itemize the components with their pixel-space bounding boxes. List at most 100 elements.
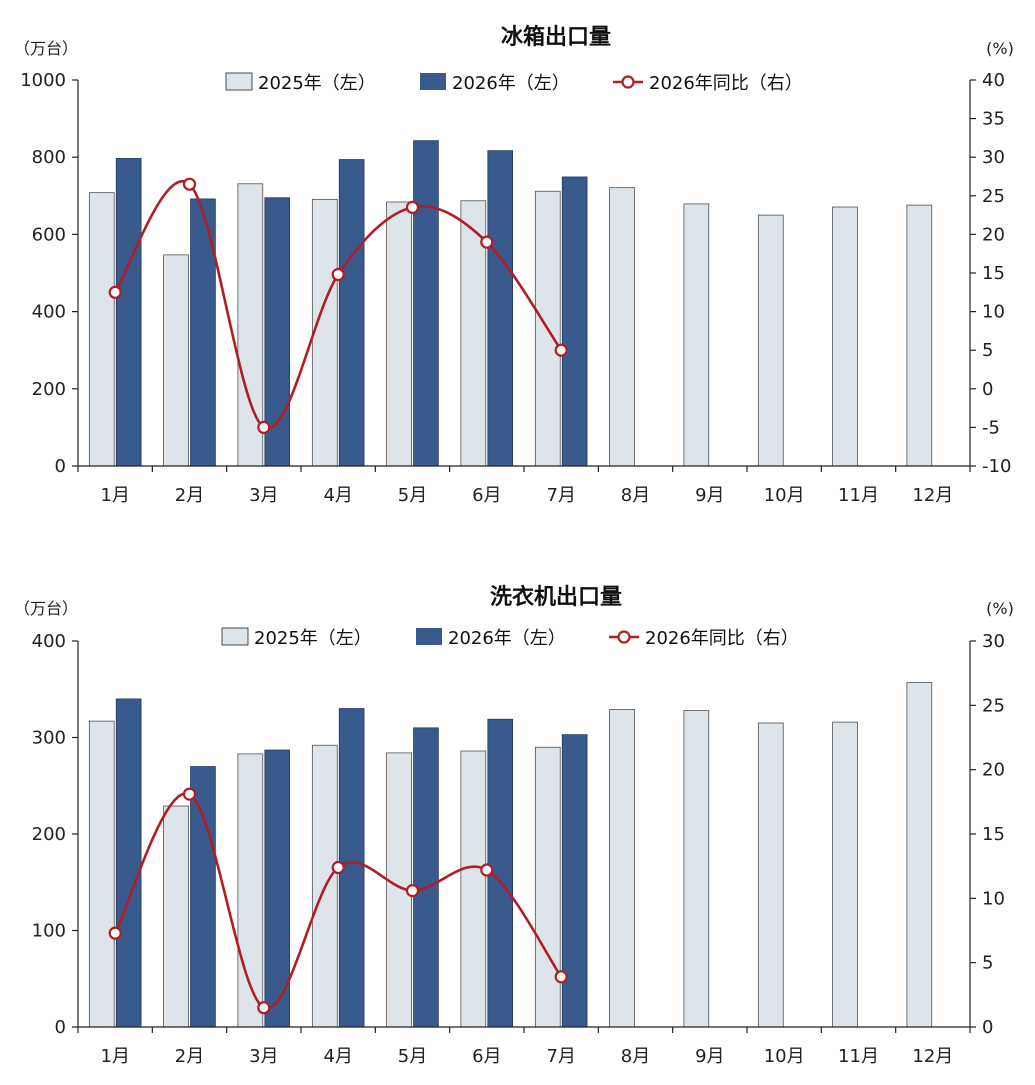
x-tick-label: 8月 [621,1046,650,1067]
bar-2026-7 [561,176,588,467]
left-tick-label: 800 [32,147,66,168]
legend-label: 2026年（左） [448,628,566,649]
right-axis-unit: (%) [986,599,1014,618]
yoy-point-2 [182,787,197,801]
x-tick-label: 7月 [546,485,575,506]
bar-2026-7 [561,734,588,1028]
bar-2025-10 [757,214,784,467]
legend-label: 2026年同比（右） [649,73,803,94]
right-tick-label: 20 [982,224,1005,245]
right-tick-label: 30 [982,147,1005,168]
left-tick-label: 200 [32,379,66,400]
right-tick-label: 30 [982,631,1005,652]
legend-swatch [420,73,446,90]
bar-2026-6 [487,150,514,467]
right-tick-label: 25 [982,186,1005,207]
x-tick-label: 11月 [838,485,879,506]
x-tick-label: 10月 [764,1046,805,1067]
left-axis-unit: （万台） [14,39,78,58]
right-tick-label: 0 [982,1017,993,1038]
yoy-point-7 [554,343,568,357]
legend-label: 2025年（左） [258,73,376,94]
bar-2026-5 [413,727,439,1028]
x-tick-label: 11月 [838,1046,879,1067]
right-tick-label: 35 [982,109,1005,130]
legend-label: 2025年（左） [254,628,372,649]
legend-swatch [221,627,249,646]
bar-2025-12 [906,682,933,1028]
x-tick-label: 4月 [323,485,352,506]
chart-2: 洗衣机出口量 （万台） (%) 2025年（左） 2026年（左） 2026年同比（右） 0… [14,584,1014,1067]
right-tick-label: 20 [982,760,1005,781]
left-tick-label: 100 [32,921,66,942]
x-tick-label: 9月 [695,1046,724,1067]
left-tick-label: 400 [32,631,66,652]
bar-2025-10 [757,722,784,1028]
legend-swatch [225,72,253,91]
right-tick-label: -10 [982,456,1011,477]
right-axis-unit: (%) [986,39,1014,58]
bar-2026-3 [264,749,291,1028]
left-tick-label: 0 [55,456,66,477]
bar-2025-4 [311,198,338,467]
bar-2025-8 [609,709,635,1028]
x-tick-label: 9月 [695,485,724,506]
bar-2025-1 [88,720,115,1028]
bar-2025-12 [906,204,933,467]
yoy-point-3 [257,1001,271,1015]
bar-2026-4 [338,159,365,467]
bar-2026-1 [115,158,142,467]
x-tick-label: 6月 [472,1046,501,1067]
bar-2025-7 [534,746,561,1028]
yoy-point-7 [554,970,568,984]
x-tick-label: 12月 [912,1046,953,1067]
right-tick-label: 15 [982,263,1005,284]
right-tick-label: -5 [982,417,1000,438]
left-tick-label: 300 [32,728,66,749]
yoy-point-2 [182,177,197,191]
yoy-point-5 [405,200,420,214]
x-tick-label: 5月 [398,485,427,506]
x-tick-label: 1月 [100,485,129,506]
yoy-point-6 [480,235,494,249]
bar-2025-3 [237,753,264,1028]
chart-1: 冰箱出口量 （万台） (%) 2025年（左） 2026年（左） 2026年同比（右） 0 2… [14,24,1014,506]
bar-2025-1 [88,192,115,467]
x-tick-label: 8月 [621,485,650,506]
x-tick-label: 2月 [175,485,204,506]
yoy-point-3 [257,420,271,434]
bar-2025-8 [609,187,635,467]
bar-2025-11 [832,721,858,1028]
right-tick-label: 5 [982,340,993,361]
x-tick-label: 10月 [764,485,805,506]
left-axis-unit: （万台） [14,599,78,618]
bar-2025-2 [163,805,189,1028]
x-tick-label: 7月 [546,1046,575,1067]
x-tick-label: 6月 [472,485,501,506]
chart-title: 冰箱出口量 [501,24,611,50]
bar-2026-1 [115,698,142,1028]
right-tick-label: 10 [982,888,1005,909]
right-tick-label: 25 [982,695,1005,716]
bar-2025-6 [460,750,487,1028]
yoy-point-6 [480,863,494,877]
right-tick-label: 10 [982,302,1005,323]
right-tick-label: 15 [982,824,1005,845]
legend-marker [617,630,631,644]
legend-label: 2026年（左） [452,73,570,94]
legend-swatch [416,628,442,645]
bar-2025-5 [386,201,412,467]
yoy-point-1 [108,285,122,299]
x-tick-label: 2月 [175,1046,204,1067]
x-tick-label: 3月 [249,485,278,506]
x-tick-label: 4月 [323,1046,352,1067]
left-tick-label: 600 [32,224,66,245]
right-tick-label: 5 [982,953,993,974]
yoy-point-4 [331,860,345,875]
x-tick-label: 3月 [249,1046,278,1067]
right-tick-label: 40 [982,70,1005,91]
legend-label: 2026年同比（右） [645,628,799,649]
bar-2026-5 [413,140,439,467]
left-tick-label: 1000 [20,70,66,91]
